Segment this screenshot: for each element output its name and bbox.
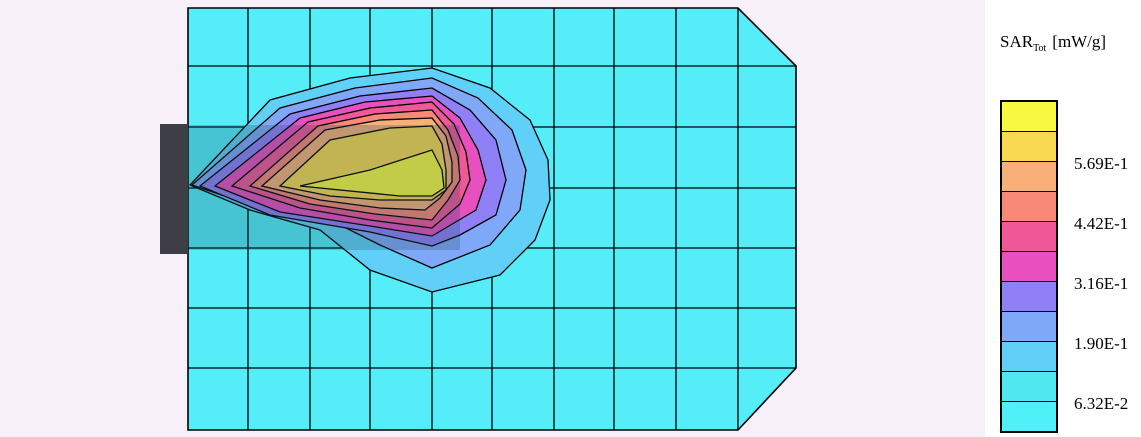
legend-color-band	[1002, 282, 1056, 312]
legend-title-subscript: Tot	[1033, 43, 1047, 54]
legend-title: SARTot [mW/g]	[1000, 32, 1106, 54]
legend-title-unit: [mW/g]	[1052, 32, 1107, 51]
legend-color-band	[1002, 252, 1056, 282]
legend-color-band	[1002, 372, 1056, 402]
legend-color-band	[1002, 162, 1056, 192]
color-scale-bar	[1000, 100, 1058, 433]
legend-color-band	[1002, 192, 1056, 222]
legend-color-band	[1002, 222, 1056, 252]
legend-title-main: SAR	[1000, 32, 1034, 51]
legend-tick-label: 5.69E-1	[1074, 154, 1129, 173]
legend-color-band	[1002, 342, 1056, 372]
legend-color-band	[1002, 132, 1056, 162]
legend-tick-label: 4.42E-1	[1074, 214, 1129, 233]
legend-color-band	[1002, 102, 1056, 132]
legend-tick-label: 1.90E-1	[1074, 334, 1129, 353]
legend-color-band	[1002, 402, 1056, 431]
legend-tick-label: 6.32E-2	[1074, 394, 1129, 413]
legend-color-band	[1002, 312, 1056, 342]
contour-region	[299, 149, 445, 197]
sar-contour-regions	[188, 67, 551, 293]
legend-tick-label: 3.16E-1	[1074, 274, 1129, 293]
feed-block	[160, 124, 188, 254]
antenna-overlay	[188, 125, 460, 250]
